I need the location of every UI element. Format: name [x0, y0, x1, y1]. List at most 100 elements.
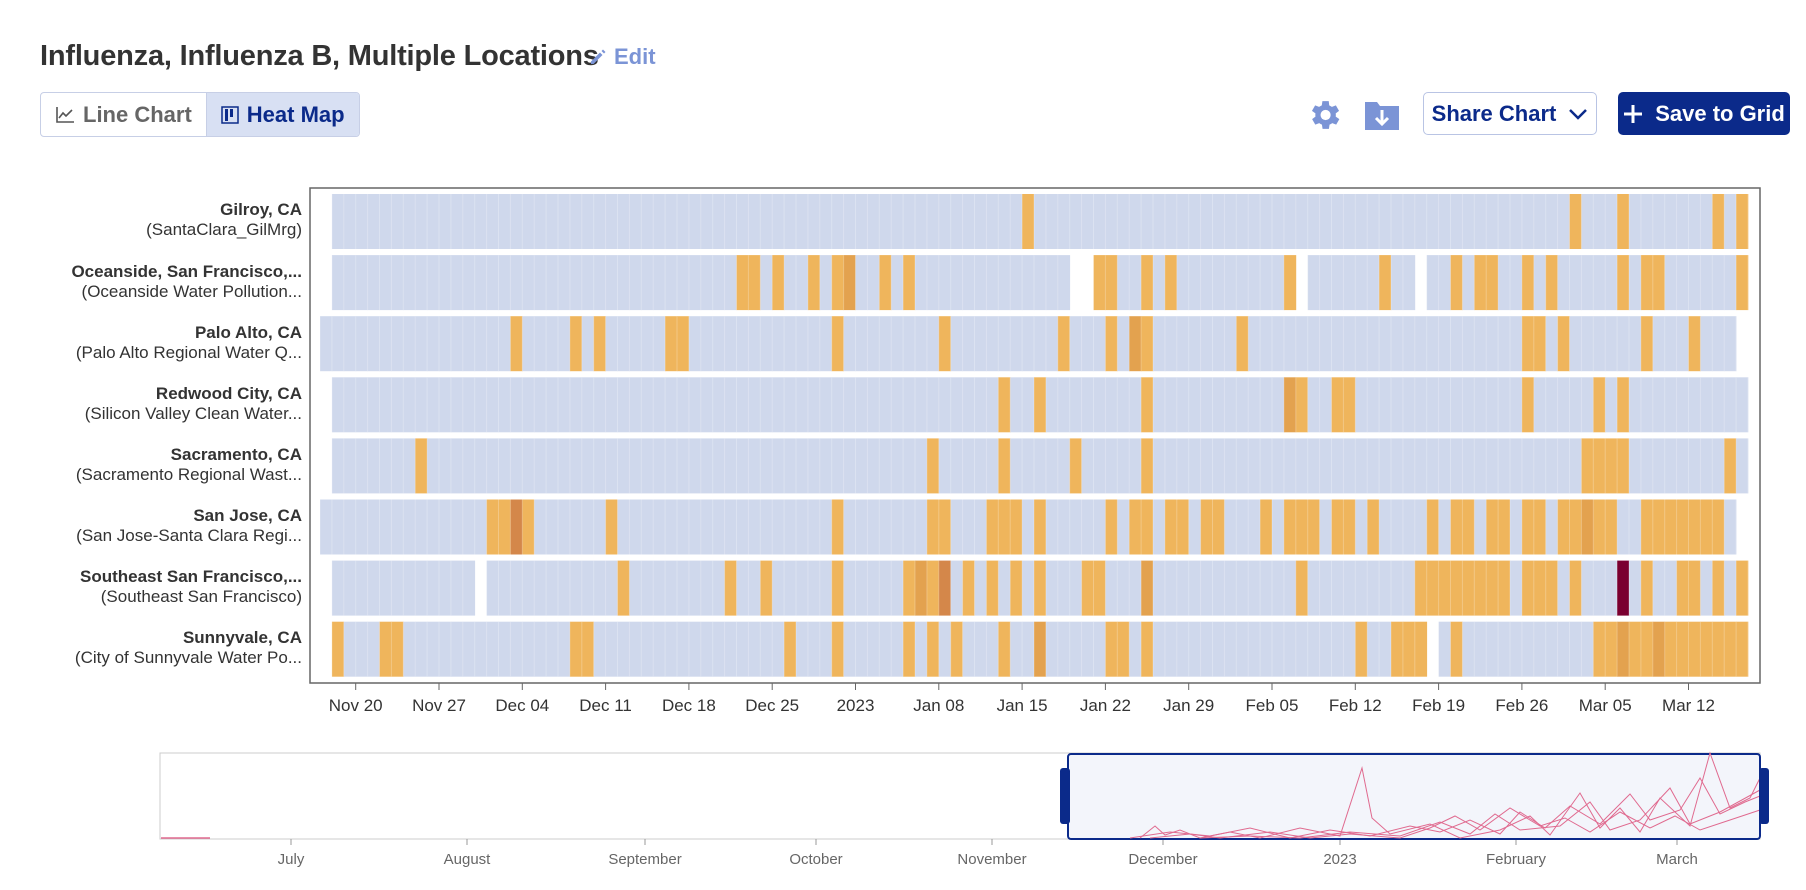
- heatmap-cell[interactable]: [915, 255, 928, 311]
- heatmap-cell[interactable]: [712, 194, 725, 249]
- heatmap-cell[interactable]: [1248, 438, 1261, 494]
- heatmap-cell[interactable]: [891, 255, 904, 311]
- heatmap-cell[interactable]: [1307, 621, 1320, 677]
- heatmap-cell[interactable]: [486, 499, 499, 555]
- heatmap-cell[interactable]: [855, 499, 868, 555]
- heatmap-cell[interactable]: [1236, 377, 1249, 433]
- heatmap-cell[interactable]: [855, 316, 868, 372]
- heatmap-cell[interactable]: [1700, 438, 1713, 494]
- heatmap-cell[interactable]: [1212, 621, 1225, 677]
- heatmap-cell[interactable]: [1736, 377, 1749, 433]
- heatmap-cell[interactable]: [1105, 438, 1118, 494]
- heatmap-cell[interactable]: [1521, 560, 1535, 616]
- heatmap-cell[interactable]: [320, 316, 333, 372]
- heatmap-cell[interactable]: [1391, 499, 1404, 555]
- heatmap-cell[interactable]: [1248, 194, 1261, 249]
- heatmap-cell[interactable]: [343, 621, 357, 677]
- heatmap-cell[interactable]: [772, 621, 785, 677]
- heatmap-cell[interactable]: [1045, 560, 1059, 616]
- heatmap-cell[interactable]: [998, 438, 1011, 494]
- heatmap-cell[interactable]: [1105, 621, 1118, 677]
- heatmap-cell[interactable]: [1736, 621, 1749, 677]
- heatmap-cell[interactable]: [641, 438, 654, 494]
- heatmap-cell[interactable]: [700, 255, 714, 311]
- heatmap-cell[interactable]: [379, 621, 392, 677]
- heatmap-cell[interactable]: [1176, 621, 1190, 677]
- heatmap-cell[interactable]: [593, 438, 606, 494]
- edit-button[interactable]: Edit: [588, 44, 656, 70]
- heatmap-cell[interactable]: [938, 194, 952, 249]
- heatmap-cell[interactable]: [1153, 194, 1166, 249]
- heatmap-cell[interactable]: [593, 377, 606, 433]
- heatmap-cell[interactable]: [1212, 438, 1225, 494]
- heatmap-cell[interactable]: [1593, 499, 1606, 555]
- heatmap-cell[interactable]: [843, 438, 856, 494]
- heatmap-cell[interactable]: [1510, 499, 1523, 555]
- heatmap-cell[interactable]: [1402, 621, 1416, 677]
- heatmap-cell[interactable]: [1141, 621, 1154, 677]
- heatmap-cell[interactable]: [486, 560, 499, 616]
- heatmap-cell[interactable]: [641, 316, 654, 372]
- heatmap-cell[interactable]: [1045, 438, 1059, 494]
- heatmap-cell[interactable]: [1248, 377, 1261, 433]
- heatmap-cell[interactable]: [1224, 621, 1237, 677]
- heatmap-cell[interactable]: [1688, 194, 1701, 249]
- heatmap-cell[interactable]: [1105, 377, 1118, 433]
- heatmap-cell[interactable]: [1200, 499, 1213, 555]
- heatmap-cell[interactable]: [1581, 377, 1594, 433]
- heatmap-cell[interactable]: [677, 560, 690, 616]
- heatmap-cell[interactable]: [1617, 438, 1630, 494]
- heatmap-cell[interactable]: [700, 438, 714, 494]
- heatmap-cell[interactable]: [1700, 560, 1713, 616]
- settings-button[interactable]: [1304, 96, 1344, 134]
- heatmap-cell[interactable]: [843, 255, 856, 311]
- heatmap-cell[interactable]: [903, 438, 916, 494]
- heatmap-cell[interactable]: [450, 316, 464, 372]
- heatmap-cell[interactable]: [415, 560, 428, 616]
- heatmap-cell[interactable]: [1569, 316, 1582, 372]
- heatmap-cell[interactable]: [1153, 255, 1166, 311]
- heatmap-cell[interactable]: [962, 438, 975, 494]
- heatmap-cell[interactable]: [962, 499, 975, 555]
- heatmap-cell[interactable]: [1510, 377, 1523, 433]
- heatmap-cell[interactable]: [1176, 438, 1190, 494]
- heatmap-cell[interactable]: [807, 499, 821, 555]
- heatmap-cell[interactable]: [1414, 621, 1428, 677]
- heatmap-cell[interactable]: [1736, 438, 1749, 494]
- heatmap-cell[interactable]: [1379, 499, 1392, 555]
- heatmap-cell[interactable]: [415, 194, 428, 249]
- heatmap-cell[interactable]: [1212, 255, 1225, 311]
- heatmap-cell[interactable]: [1617, 255, 1630, 311]
- heatmap-cell[interactable]: [1283, 194, 1297, 249]
- heatmap-cell[interactable]: [1736, 194, 1749, 249]
- heatmap-cell[interactable]: [1367, 438, 1380, 494]
- heatmap-cell[interactable]: [1510, 255, 1523, 311]
- heatmap-cell[interactable]: [1295, 560, 1309, 616]
- heatmap-cell[interactable]: [1272, 438, 1285, 494]
- heatmap-cell[interactable]: [1486, 377, 1499, 433]
- heatmap-cell[interactable]: [1581, 438, 1594, 494]
- heatmap-cell[interactable]: [1391, 621, 1404, 677]
- heatmap-cell[interactable]: [1248, 621, 1261, 677]
- heatmap-cell[interactable]: [879, 560, 892, 616]
- heatmap-cell[interactable]: [1700, 194, 1713, 249]
- line-chart-toggle[interactable]: Line Chart: [41, 93, 206, 136]
- heatmap-cell[interactable]: [962, 621, 975, 677]
- heatmap-cell[interactable]: [1652, 499, 1666, 555]
- heatmap-cell[interactable]: [1545, 438, 1558, 494]
- heatmap-cell[interactable]: [855, 255, 868, 311]
- heatmap-cell[interactable]: [1272, 621, 1285, 677]
- heatmap-cell[interactable]: [1700, 316, 1713, 372]
- heatmap-cell[interactable]: [510, 316, 523, 372]
- heatmap-cell[interactable]: [462, 438, 476, 494]
- heatmap-cell[interactable]: [1569, 377, 1582, 433]
- heatmap-cell[interactable]: [343, 560, 357, 616]
- heatmap-cell[interactable]: [510, 377, 523, 433]
- heatmap-cell[interactable]: [1057, 316, 1071, 372]
- heatmap-cell[interactable]: [522, 316, 535, 372]
- heatmap-cell[interactable]: [641, 194, 654, 249]
- heatmap-cell[interactable]: [1129, 560, 1142, 616]
- heatmap-cell[interactable]: [748, 438, 761, 494]
- heatmap-cell[interactable]: [581, 621, 595, 677]
- heatmap-cell[interactable]: [534, 621, 547, 677]
